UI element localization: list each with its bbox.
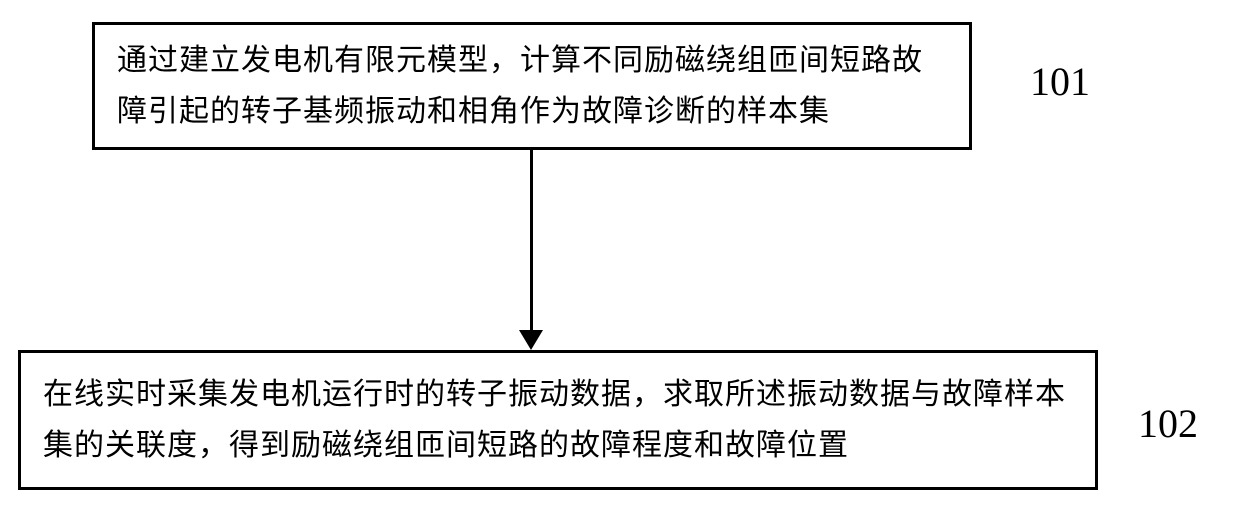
node-1-text: 通过建立发电机有限元模型，计算不同励磁绕组匝间短路故障引起的转子基频振动和相角作… — [117, 35, 947, 137]
node-2-label: 102 — [1138, 400, 1198, 447]
node-2-text: 在线实时采集发电机运行时的转子振动数据，求取所述振动数据与故障样本集的关联度，得… — [43, 369, 1073, 471]
flowchart-node-2: 在线实时采集发电机运行时的转子振动数据，求取所述振动数据与故障样本集的关联度，得… — [18, 350, 1098, 490]
edge-1-arrowhead — [519, 330, 543, 350]
flowchart-node-1: 通过建立发电机有限元模型，计算不同励磁绕组匝间短路故障引起的转子基频振动和相角作… — [92, 22, 972, 150]
edge-1-line — [530, 150, 533, 330]
node-1-label: 101 — [1030, 58, 1090, 105]
flowchart-container: 通过建立发电机有限元模型，计算不同励磁绕组匝间短路故障引起的转子基频振动和相角作… — [0, 0, 1239, 527]
